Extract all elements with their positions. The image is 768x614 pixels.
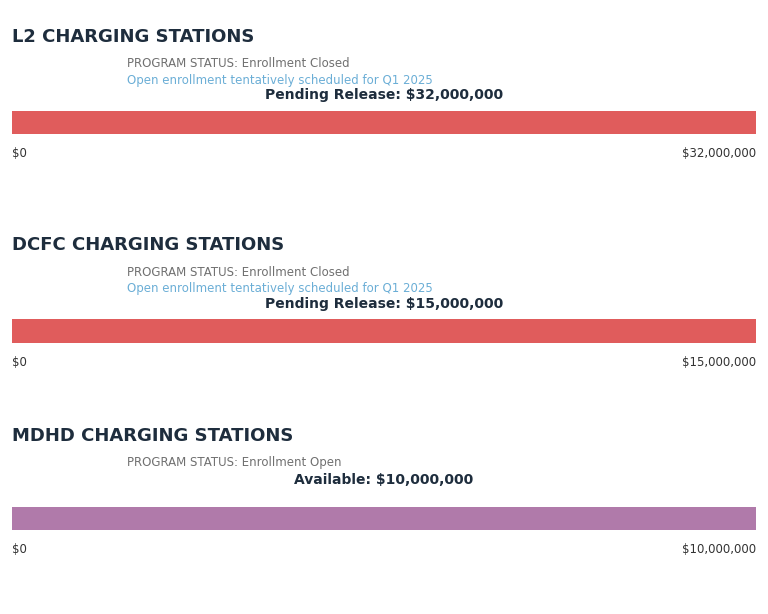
Text: PROGRAM STATUS: Enrollment Closed: PROGRAM STATUS: Enrollment Closed [127, 266, 349, 279]
Text: $32,000,000: $32,000,000 [682, 147, 756, 160]
Text: $0: $0 [12, 543, 26, 556]
Text: $0: $0 [12, 147, 26, 160]
Text: DCFC CHARGING STATIONS: DCFC CHARGING STATIONS [12, 236, 283, 254]
Text: Open enrollment tentatively scheduled for Q1 2025: Open enrollment tentatively scheduled fo… [127, 74, 432, 87]
Text: $10,000,000: $10,000,000 [682, 543, 756, 556]
Text: Open enrollment tentatively scheduled for Q1 2025: Open enrollment tentatively scheduled fo… [127, 282, 432, 295]
Text: PROGRAM STATUS: Enrollment Closed: PROGRAM STATUS: Enrollment Closed [127, 57, 349, 70]
Text: Pending Release: $15,000,000: Pending Release: $15,000,000 [265, 297, 503, 311]
Text: MDHD CHARGING STATIONS: MDHD CHARGING STATIONS [12, 427, 293, 445]
Text: Pending Release: $32,000,000: Pending Release: $32,000,000 [265, 88, 503, 102]
Text: $15,000,000: $15,000,000 [682, 356, 756, 369]
Text: L2 CHARGING STATIONS: L2 CHARGING STATIONS [12, 28, 254, 45]
Text: $0: $0 [12, 356, 26, 369]
Text: PROGRAM STATUS: Enrollment Open: PROGRAM STATUS: Enrollment Open [127, 456, 341, 469]
Text: Available: $10,000,000: Available: $10,000,000 [294, 473, 474, 487]
